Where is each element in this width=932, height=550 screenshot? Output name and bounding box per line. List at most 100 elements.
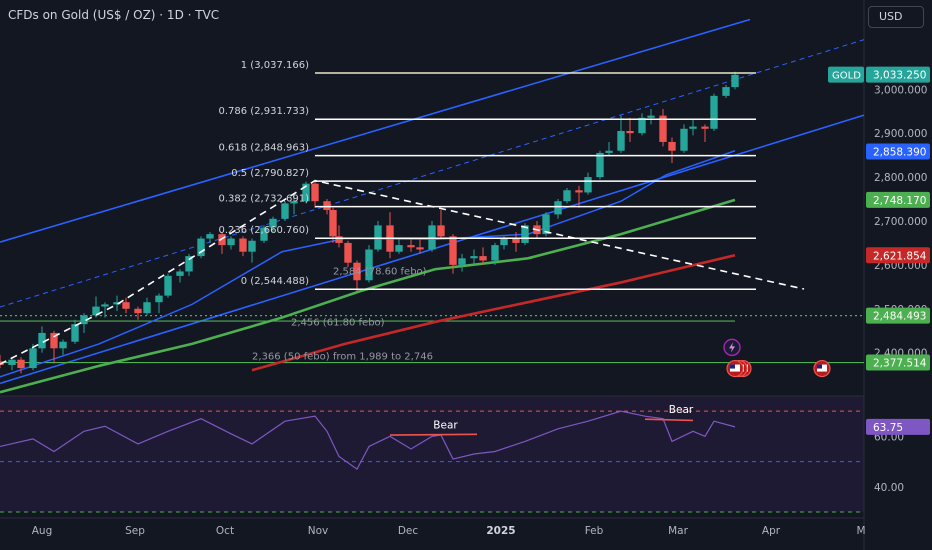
upper-channel-line [0,18,751,243]
dashed-trend-line [0,179,805,365]
candle-body [596,152,604,178]
candle-body [500,238,508,246]
rsi-tick-label: 40.00 [874,482,904,494]
candle-body [329,210,337,237]
candle-body [407,245,415,248]
candle-body [626,130,634,134]
symbol-badge [828,66,864,83]
candle-body [458,258,466,265]
price-badge-value: 2,858.390 [873,146,926,158]
moving-average-line [0,198,736,394]
candle-body [668,141,676,151]
rsi-panel-background [0,396,864,512]
candle-body [323,201,331,210]
candle-body [134,308,142,314]
rsi-value-label: 63.75 [873,422,903,434]
time-tick-label: Dec [398,525,419,537]
candle-body [302,183,310,202]
bear-divergence-line [644,418,694,422]
candle-body [8,359,16,365]
candle-body [227,238,235,246]
price-badge [866,354,930,371]
candle-body [239,238,247,252]
upper-channel-dashed-line [0,39,865,308]
symbol-title: CFDs on Gold (US$ / OZ) · 1D · TVC [8,8,220,22]
candle-body [38,332,46,349]
rsi-line [0,410,736,471]
candle-body [122,302,130,309]
candle-body [731,74,739,88]
candle-body [449,236,457,265]
febo-annotation: 2,366 (50 febo) from 1,989 to 2,746 [252,352,433,363]
candle-body [554,201,562,215]
candle-body [80,315,88,325]
candle-body [584,177,592,193]
candle-body [491,245,499,261]
candle-body [29,348,37,369]
price-badge [866,143,930,160]
symbol-badge-label: GOLD [832,71,861,82]
candle-body [605,150,613,153]
candle-body [542,214,550,235]
candle-body [206,234,214,239]
candle-body [176,271,184,276]
fib-level-label: 0 (2,544.488) [241,276,309,287]
candle-body [470,256,478,259]
price-badge [866,66,930,83]
fib-level-label: 1 (3,037.166) [241,60,309,71]
candle-body [17,359,25,369]
candle-body [617,130,625,151]
candle-body [248,240,256,252]
time-tick-label: Nov [308,525,329,537]
price-badge [866,307,930,324]
candle-body [71,324,79,342]
candle-body [521,225,529,243]
candle-body [185,256,193,272]
candle-body [365,249,373,281]
candle-body [701,126,709,129]
candle-body [101,304,109,307]
time-tick-label: 2025 [486,525,515,537]
candle-body [311,183,319,202]
price-badge-value: 2,484.493 [873,311,926,323]
candle-body [428,225,436,250]
candle-body [659,115,667,142]
fib-level-label: 0.786 (2,931.733) [218,106,309,117]
candle-body [575,190,583,193]
candle-body [416,247,424,250]
bear-divergence-line [389,433,478,436]
candle-body [512,238,520,243]
candle-body [260,227,268,241]
candle-body [479,256,487,261]
time-tick-label: Oct [216,525,234,537]
bear-divergence-label: Bear [433,419,458,431]
candle-body [59,341,67,349]
moving-average-line [251,253,736,372]
time-tick-label: Sep [125,525,145,537]
fib-level-label: 0.236 (2,660.760) [218,225,309,236]
candle-body [563,190,571,202]
candle-body [353,262,361,281]
candle-body [647,115,655,118]
febo-annotation: 2,456 (61.80 febo) [291,317,385,328]
candle-body [437,225,445,237]
price-badge [866,191,930,208]
candle-body [374,225,382,250]
candle-body [269,218,277,228]
candle-body [638,117,646,134]
price-tick-label: 2,700.000 [874,216,927,228]
fib-level-label: 0.5 (2,790.827) [231,168,309,179]
candle-body [281,203,289,219]
price-badge-value: 2,621.854 [873,250,927,262]
rsi-value-badge [866,418,930,435]
currency-button[interactable]: USD [868,6,924,28]
candle-body [722,87,730,96]
candle-body [710,95,718,129]
candle-body [92,306,100,316]
time-tick-label: Mar [668,525,688,537]
price-badge [866,247,930,264]
time-tick-label: Apr [762,525,781,537]
candle-body [197,238,205,257]
candle-body [689,126,697,129]
